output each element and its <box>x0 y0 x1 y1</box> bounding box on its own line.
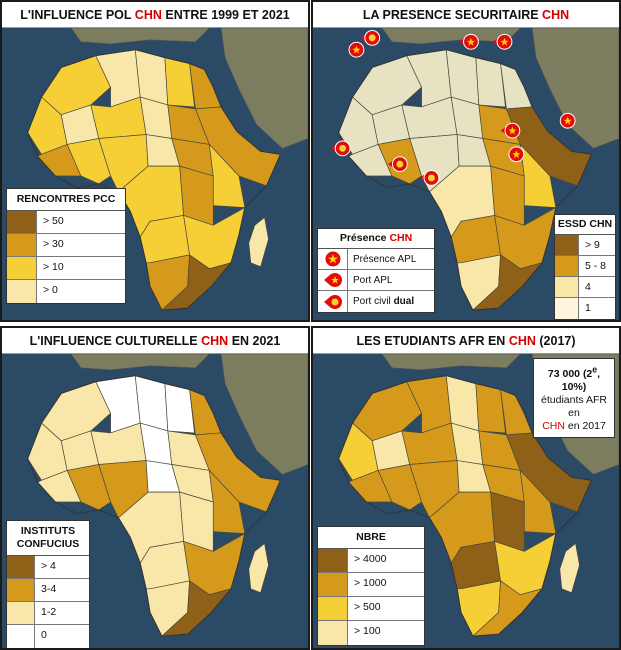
apl-presence-icon <box>508 146 525 163</box>
legend-row: > 4 <box>7 556 89 579</box>
legend-swatch <box>555 298 579 319</box>
dual-port-icon <box>330 140 351 157</box>
students-stat-box: 73 000 (2e, 10%) étudiants AFR en CHN en … <box>533 358 615 438</box>
arabia-landmass <box>220 28 308 149</box>
legend-header: INSTITUTS CONFUCIUS <box>7 521 89 556</box>
legend-row: > 10 <box>7 257 125 280</box>
madagascar <box>559 542 580 594</box>
legend-essd-chn: ESSD CHN > 9 5 - 8 4 1 <box>554 214 616 320</box>
country-region <box>179 491 214 552</box>
legend-swatch <box>7 257 37 279</box>
country-region <box>208 469 246 534</box>
legend-presence-chn: Présence CHN Présence APL Port APL Port … <box>317 228 435 313</box>
africa-outline <box>27 49 282 311</box>
country-region <box>377 464 422 511</box>
country-region <box>66 138 111 185</box>
legend-header: ESSD CHN <box>555 215 615 235</box>
panel-cultural-influence: L'INFLUENCE CULTURELLE CHN EN 2021 INSTI… <box>0 326 310 650</box>
country-region <box>519 143 557 208</box>
panel-title: LES ETUDIANTS AFR EN CHN (2017) <box>313 328 619 354</box>
arabia-landmass <box>220 354 308 475</box>
country-region <box>490 491 525 552</box>
dual-port-icon <box>360 29 381 46</box>
madagascar <box>248 216 269 268</box>
panel-political-influence: L'INFLUENCE POL CHN ENTRE 1999 ET 2021 R… <box>0 0 310 322</box>
apl-port-icon <box>492 33 513 50</box>
country-region <box>179 165 214 226</box>
dual-port-icon <box>388 156 408 173</box>
legend-instituts-confucius: INSTITUTS CONFUCIUS > 4 3-4 1-2 0 <box>6 520 90 648</box>
europe-landmass <box>70 354 210 371</box>
dual-port-icon <box>323 294 342 309</box>
legend-rencontres-pcc: RENCONTRES PCC > 50 > 30 > 10 > 0 <box>6 188 126 304</box>
apl-port-icon <box>500 122 521 139</box>
legend-swatch <box>555 256 579 276</box>
africa-map <box>2 354 308 648</box>
africa-outline <box>338 49 593 311</box>
legend-row: > 9 <box>555 235 615 256</box>
legend-swatch <box>7 556 35 578</box>
legend-row: 4 <box>555 277 615 298</box>
legend-header: RENCONTRES PCC <box>7 189 125 211</box>
country-region <box>445 49 480 106</box>
legend-row: Port civil dual <box>318 291 434 312</box>
apl-presence-icon <box>348 41 365 58</box>
legend-row: > 500 <box>318 597 424 621</box>
legend-header: NBRE <box>318 527 424 549</box>
africa-map <box>313 28 619 320</box>
country-region <box>490 165 525 226</box>
apl-port-icon <box>459 33 479 50</box>
apl-presence-icon <box>325 251 340 267</box>
legend-swatch <box>7 579 35 601</box>
legend-swatch <box>555 235 579 255</box>
legend-swatch <box>318 573 348 596</box>
legend-swatch <box>7 211 37 233</box>
legend-row: 1 <box>555 298 615 319</box>
panel-title: LA PRESENCE SECURITAIRE CHN <box>313 2 619 28</box>
panel-title: L'INFLUENCE POL CHN ENTRE 1999 ET 2021 <box>2 2 308 28</box>
legend-row: 3-4 <box>7 579 89 602</box>
legend-nbre: NBRE > 4000 > 1000 > 500 > 100 <box>317 526 425 646</box>
legend-swatch <box>7 602 35 624</box>
africa-outline <box>27 375 282 637</box>
legend-swatch <box>318 621 348 645</box>
legend-row: > 0 <box>7 280 125 303</box>
country-region <box>66 464 111 511</box>
legend-swatch <box>555 277 579 297</box>
legend-row: > 100 <box>318 621 424 645</box>
madagascar <box>248 542 269 594</box>
country-region <box>134 375 169 432</box>
legend-row: > 50 <box>7 211 125 234</box>
panel-african-students: LES ETUDIANTS AFR EN CHN (2017) 73 000 (… <box>311 326 621 650</box>
country-region <box>519 469 557 534</box>
legend-row: Présence APL <box>318 249 434 270</box>
panel-security-presence: LA PRESENCE SECURITAIRE CHN Présence CHN… <box>311 0 621 322</box>
europe-landmass <box>70 28 210 45</box>
apl-presence-icon <box>559 112 576 129</box>
panel-title: L'INFLUENCE CULTURELLE CHN EN 2021 <box>2 328 308 354</box>
arabia-landmass <box>531 28 619 149</box>
legend-swatch <box>318 597 348 620</box>
country-region <box>208 143 246 208</box>
africa-outline <box>338 375 593 637</box>
legend-swatch <box>318 549 348 572</box>
country-region <box>445 375 480 432</box>
legend-swatch <box>7 280 37 303</box>
legend-header: Présence CHN <box>318 229 434 249</box>
dual-port-icon <box>419 170 440 186</box>
legend-row: 1-2 <box>7 602 89 625</box>
apl-port-icon <box>323 273 342 287</box>
legend-row: > 1000 <box>318 573 424 597</box>
legend-row: 0 <box>7 625 89 648</box>
europe-landmass <box>381 354 521 371</box>
legend-row: > 4000 <box>318 549 424 573</box>
legend-swatch <box>7 234 37 256</box>
legend-swatch <box>7 625 35 648</box>
legend-row: Port APL <box>318 270 434 291</box>
country-region <box>134 49 169 106</box>
legend-row: > 30 <box>7 234 125 257</box>
legend-row: 5 - 8 <box>555 256 615 277</box>
europe-landmass <box>381 28 521 45</box>
